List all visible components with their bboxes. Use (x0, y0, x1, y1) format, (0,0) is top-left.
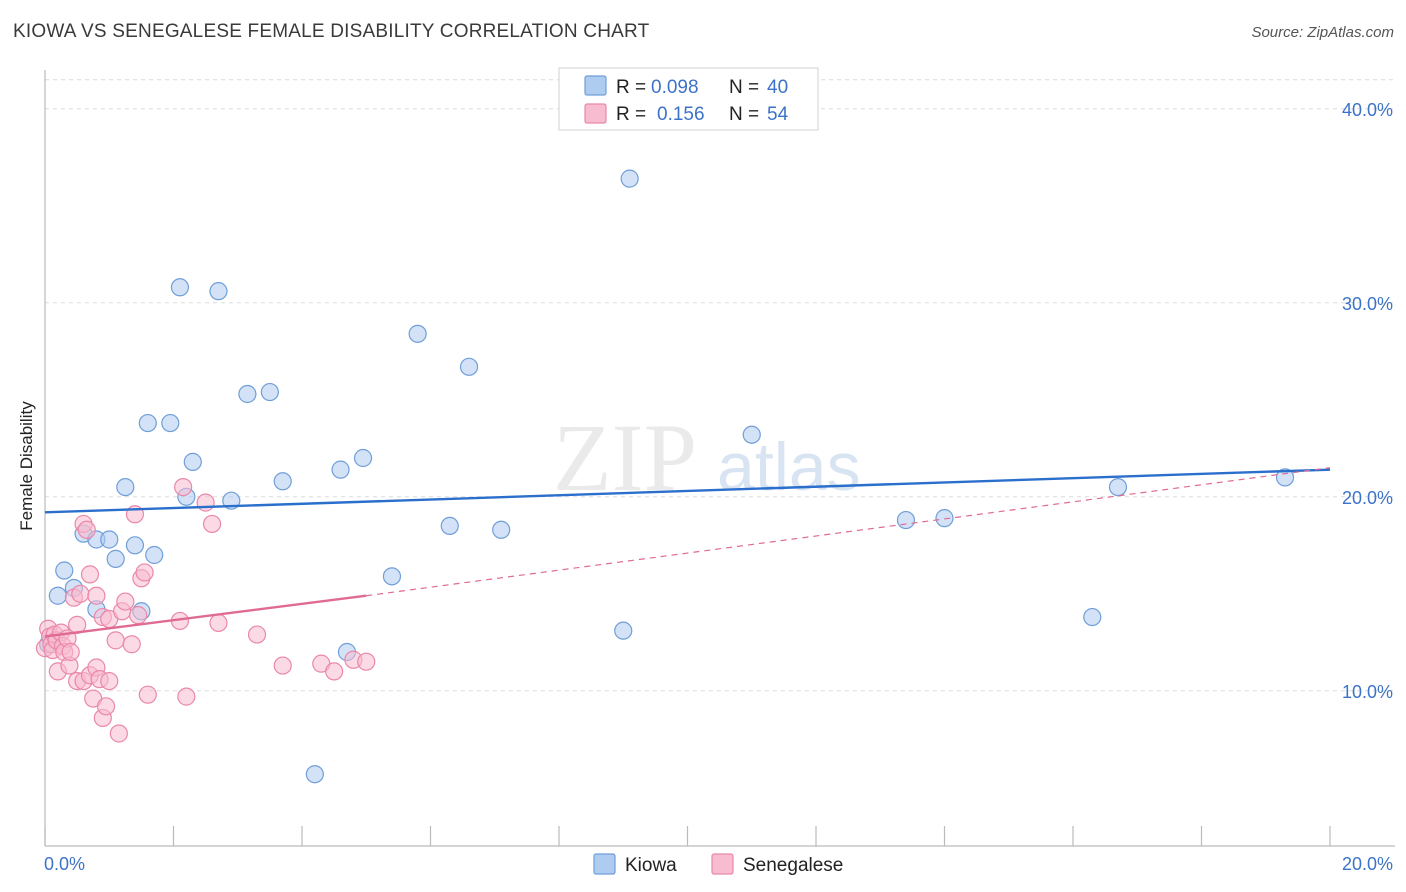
kiowa-point (55, 561, 74, 580)
senegalese-point (273, 656, 292, 675)
senegalese-point (122, 635, 141, 654)
senegalese-trend-line (44, 594, 367, 638)
correlation-legend: R = 0.098 N = 40 R = 0.156 N = 54 (558, 67, 819, 131)
kiowa-r-label: R = (616, 77, 646, 98)
senegalese-point (209, 613, 228, 633)
senegalese-legend-swatch (584, 103, 607, 124)
kiowa-point (742, 425, 761, 444)
senegalese-point (196, 493, 215, 512)
kiowa-point (408, 324, 427, 343)
kiowa-point (620, 169, 639, 188)
kiowa-point (209, 282, 228, 301)
kiowa-point (138, 413, 157, 433)
senegalese-point (109, 724, 128, 743)
senegalese-point (77, 520, 96, 539)
senegalese-point (357, 652, 376, 671)
x-tick-labels: 0.0% 20.0% (44, 854, 1393, 874)
senegalese-legend-label: Senegalese (743, 855, 843, 876)
kiowa-n-value: 40 (767, 77, 788, 98)
kiowa-point (1108, 478, 1128, 497)
series-legend: Kiowa Senegalese (593, 853, 843, 876)
kiowa-point (935, 509, 954, 528)
y-tick-labels: 10.0% 20.0% 30.0% 40.0% (1342, 100, 1393, 702)
senegalese-point (80, 565, 100, 584)
kiowa-r-value: 0.098 (651, 77, 699, 98)
senegalese-n-value: 54 (767, 104, 789, 125)
kiowa-point (440, 516, 459, 536)
kiowa-point (170, 278, 190, 297)
kiowa-bottom-swatch (593, 853, 616, 875)
kiowa-point (183, 452, 202, 471)
axes (44, 70, 1395, 847)
senegalese-r-value: 0.156 (657, 104, 705, 125)
senegalese-point (325, 662, 344, 681)
senegalese-point (100, 671, 119, 691)
x-tick-label-max: 20.0% (1342, 854, 1393, 874)
kiowa-point (353, 448, 373, 468)
kiowa-point (1083, 607, 1102, 627)
kiowa-legend-label: Kiowa (625, 855, 677, 876)
senegalese-point (129, 606, 148, 625)
senegalese-point (177, 687, 196, 706)
trend-lines (44, 467, 1331, 638)
kiowa-point (238, 384, 257, 404)
watermark-atlas: atlas (717, 429, 861, 505)
kiowa-point (125, 536, 145, 555)
senegalese-point (135, 563, 154, 582)
kiowa-point (459, 357, 479, 376)
y-tick-label: 40.0% (1342, 100, 1393, 120)
senegalese-n-label: N = (729, 104, 759, 125)
kiowa-point (161, 413, 180, 433)
kiowa-point (1275, 468, 1295, 487)
kiowa-point (614, 621, 633, 640)
senegalese-bottom-swatch (711, 853, 734, 875)
kiowa-point (492, 520, 511, 539)
kiowa-point (260, 382, 279, 402)
x-tick-label-min: 0.0% (44, 854, 85, 874)
kiowa-point (331, 460, 350, 479)
kiowa-point (896, 510, 916, 530)
kiowa-points (39, 169, 1295, 784)
senegalese-point (247, 625, 267, 644)
kiowa-n-label: N = (729, 77, 759, 98)
chart-source: Source: ZipAtlas.com (1251, 24, 1394, 41)
senegalese-trend-extension (366, 467, 1331, 597)
kiowa-trend-line (44, 468, 1331, 514)
senegalese-point (116, 592, 135, 611)
kiowa-point (116, 478, 135, 497)
senegalese-point (87, 586, 106, 605)
senegalese-point (174, 478, 193, 497)
kiowa-point (382, 567, 402, 586)
kiowa-point (106, 549, 125, 568)
senegalese-point (71, 584, 90, 603)
chart-title: KIOWA VS SENEGALESE FEMALE DISABILITY CO… (13, 21, 650, 42)
senegalese-point (202, 514, 222, 534)
senegalese-r-label: R = (616, 104, 646, 125)
kiowa-point (305, 765, 324, 784)
y-tick-label: 20.0% (1342, 488, 1393, 508)
y-tick-label: 10.0% (1342, 682, 1393, 702)
kiowa-point (273, 472, 292, 491)
senegalese-point (96, 697, 116, 716)
senegalese-point (61, 642, 80, 662)
senegalese-point (138, 685, 157, 704)
senegalese-points (35, 478, 376, 743)
senegalese-point (106, 631, 125, 650)
kiowa-legend-swatch (584, 75, 607, 96)
kiowa-point (48, 586, 67, 605)
kiowa-point (100, 530, 119, 549)
y-tick-label: 30.0% (1342, 294, 1393, 314)
x-ticks (44, 826, 1331, 846)
kiowa-point (145, 545, 164, 565)
